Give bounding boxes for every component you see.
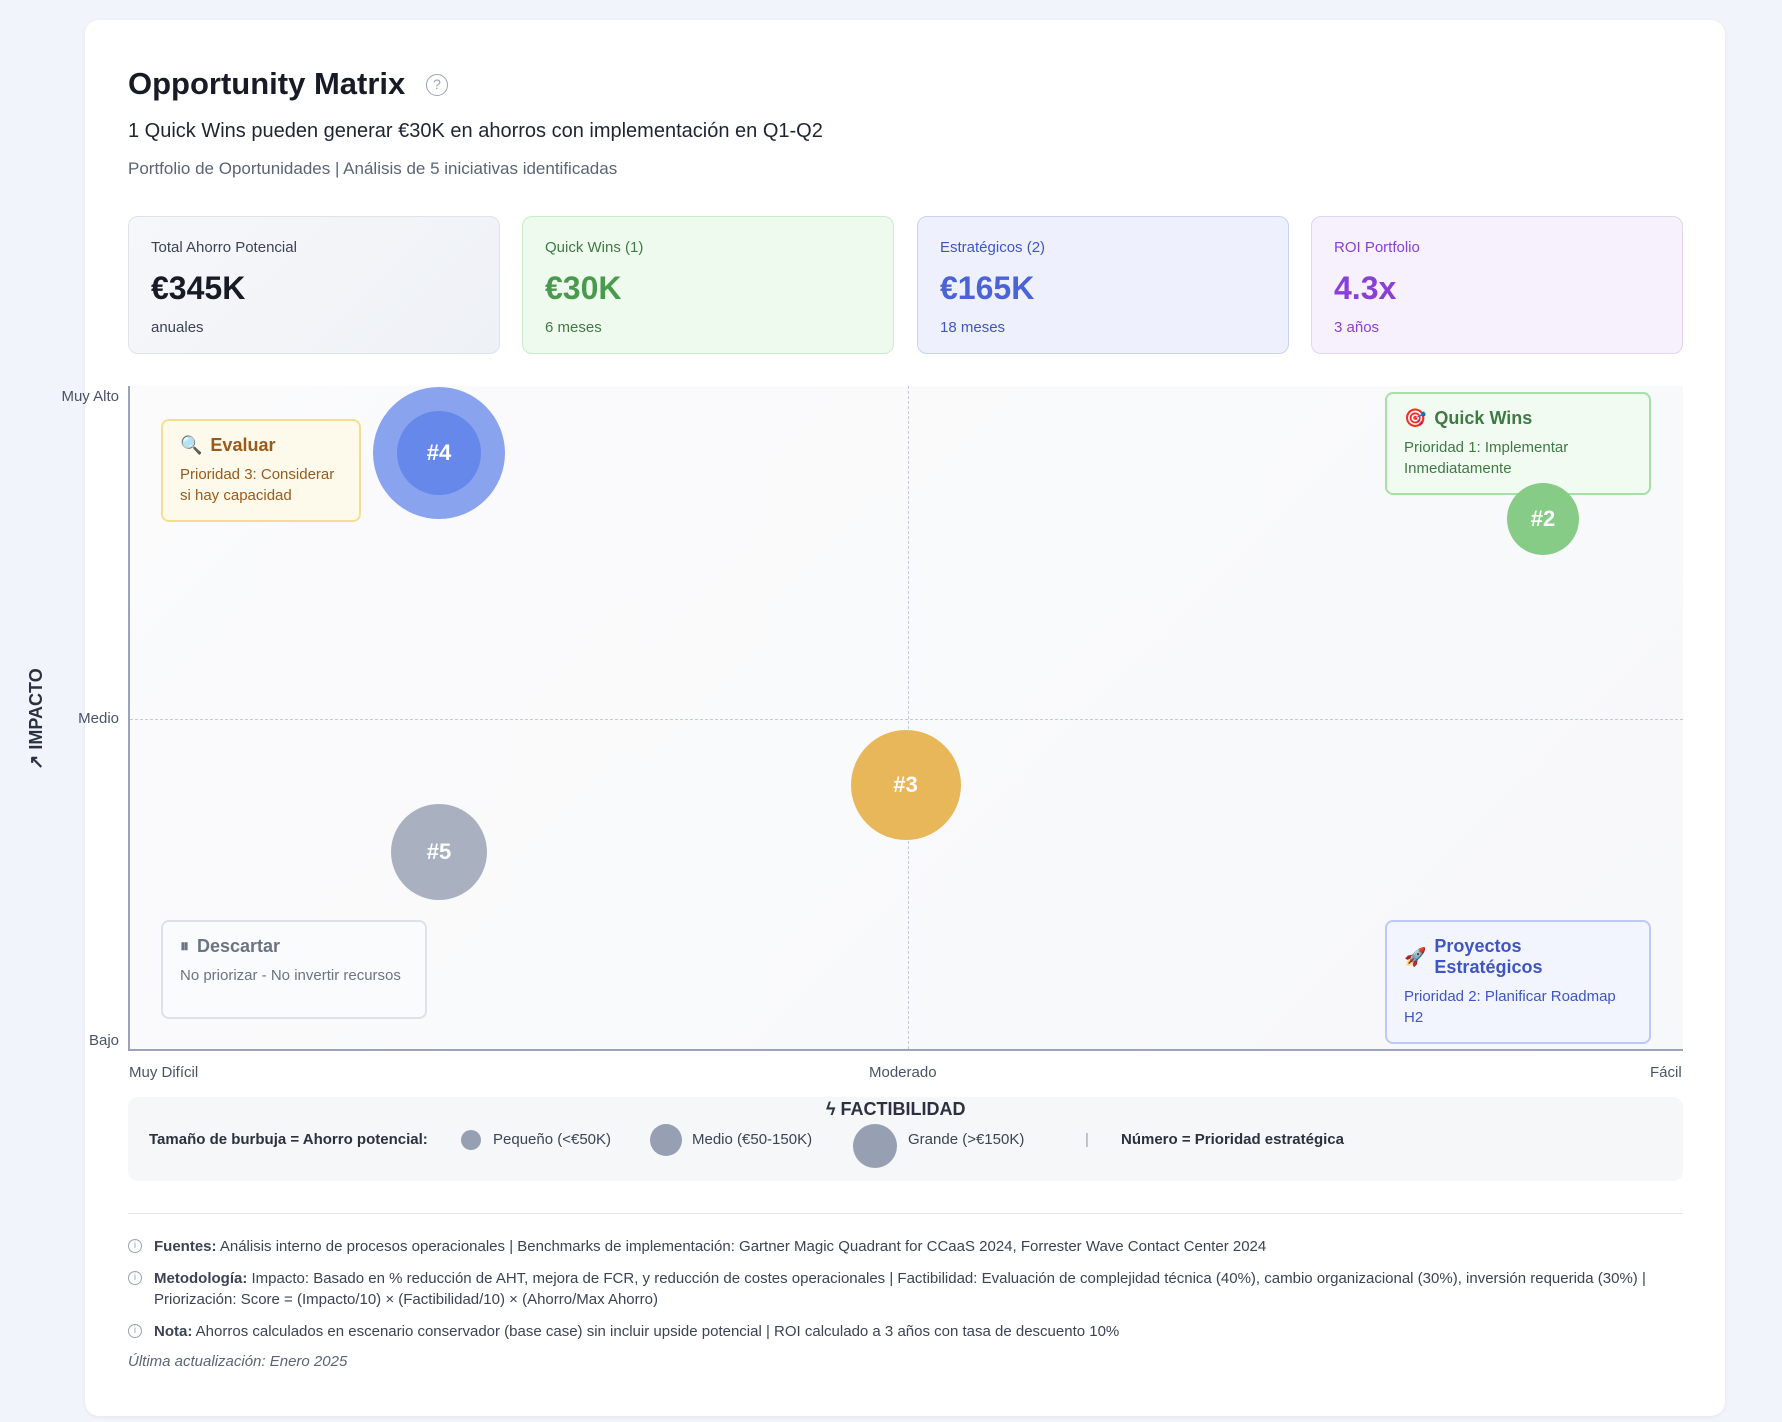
y-axis-title: ↗ IMPACTO [26,634,48,804]
vertical-divider [908,386,909,1049]
kpi-roi: ROI Portfolio 4.3x 3 años [1311,216,1683,354]
legend-title: Tamaño de burbuja = Ahorro potencial: [149,1131,428,1148]
kpi-label: Quick Wins (1) [545,239,644,256]
y-axis-label: IMPACTO [26,668,46,750]
kpi-label: Estratégicos (2) [940,239,1046,256]
y-tick: Medio [78,710,119,727]
x-axis-title: ϟ FACTIBILIDAD [826,1099,966,1120]
quadrant-desc: Prioridad 1: Implementar Inmediatamente [1404,439,1569,477]
kpi-sub: anuales [151,319,204,336]
x-tick: Muy Difícil [129,1064,199,1081]
pause-icon: ⏸ [180,936,189,956]
kpi-estrategicos: Estratégicos (2) €165K 18 meses [917,216,1289,354]
bubble-3[interactable]: #3 [850,730,961,840]
bubble-5[interactable]: #5 [391,803,487,900]
info-icon: i [128,1271,142,1285]
footnote-sources: i Fuentes: Análisis interno de procesos o… [128,1236,1678,1257]
quadrant-quick-wins: 🎯 Quick Wins Prioridad 1: Implementar Inm… [1385,392,1651,495]
legend-medium: Medio (€50-150K) [692,1131,813,1148]
bubble-label: #2 [1530,506,1556,531]
legend-small: Pequeño (<€50K) [493,1131,612,1148]
bubble-4[interactable]: #4 [373,386,505,519]
quadrant-title: Descartar [197,936,281,956]
trending-up-icon: ↗ [26,749,46,770]
kpi-sub: 6 meses [545,319,602,336]
info-icon: i [128,1324,142,1338]
bubble-inner [397,410,481,495]
kpi-sub: 3 años [1334,319,1380,336]
divider [128,1213,1683,1214]
kpi-total: Total Ahorro Potencial €345K anuales [128,216,500,354]
kpi-value: €345K [151,270,246,306]
legend-dot-large [853,1124,897,1168]
quadrant-descartar: ⏸ Descartar No priorizar - No invertir re… [161,920,427,1019]
description: Portfolio de Oportunidades | Análisis de… [128,159,618,178]
legend [128,1097,1683,1181]
quadrant-desc: No priorizar - No invertir recursos [180,967,401,984]
bubble-2[interactable]: #2 [1507,483,1580,555]
x-tick: Fácil [1650,1064,1682,1081]
legend-dot-medium [650,1124,682,1156]
last-updated: Última actualización: Enero 2025 [128,1353,348,1370]
bubble-label: #3 [893,772,918,797]
footnote-label: Nota: [154,1323,193,1340]
kpi-label: Total Ahorro Potencial [151,239,297,256]
kpi-quick-wins: Quick Wins (1) €30K 6 meses [522,216,894,354]
x-tick: Moderado [869,1064,937,1081]
kpi-value: 4.3x [1334,270,1397,306]
kpi-sub: 18 meses [940,319,1006,336]
bubble-label: #4 [426,439,452,465]
footnote-label: Metodología: [154,1270,248,1287]
bubble-label: #5 [426,838,452,864]
footnote-text: Análisis interno de procesos operacional… [219,1238,1267,1255]
footnote-text: Ahorros calculados en escenario conserva… [195,1323,1120,1340]
x-axis-label: FACTIBILIDAD [840,1099,966,1119]
legend-large: Grande (>€150K) [908,1131,1025,1148]
y-tick: Muy Alto [61,388,119,405]
quadrant-desc: Prioridad 2: Planificar Roadmap H2 [1404,988,1616,1026]
lightning-icon: ϟ [826,1099,841,1119]
magnifier-icon: 🔍 [180,435,203,455]
quadrant-title: Quick Wins [1434,408,1533,428]
headline: 1 Quick Wins pueden generar €30K en ahor… [128,120,823,142]
quadrant-estrategicos: 🚀 Proyectos Estratégicos Prioridad 2: Pla… [1385,920,1651,1044]
kpi-value: €30K [545,270,622,306]
legend-separator: | [1085,1131,1089,1148]
kpi-value: €165K [940,270,1035,306]
footnote-text: Impacto: Basado en % reducción de AHT, m… [154,1270,1646,1308]
quadrant-desc: Prioridad 3: Considerar si hay capacidad [180,466,335,504]
rocket-icon: 🚀 [1404,946,1427,967]
y-tick: Bajo [88,1032,119,1049]
target-icon: 🎯 [1404,408,1427,428]
kpi-label: ROI Portfolio [1334,239,1420,256]
quadrant-title: Proyectos Estratégicos [1434,936,1543,977]
legend-number-note: Número = Prioridad estratégica [1121,1131,1344,1148]
page-title: Opportunity Matrix [128,66,406,101]
horizontal-divider [130,719,1683,720]
quadrant-evaluar: 🔍 Evaluar Prioridad 3: Considerar si hay … [161,419,361,522]
footnote-methodology: i Metodología: Impacto: Basado en % reduc… [128,1268,1678,1310]
info-icon: i [128,1239,142,1253]
question-circle-icon[interactable]: ? [426,74,448,96]
legend-dot-small [461,1130,481,1150]
footnote-note: i Nota: Ahorros calculados en escenario c… [128,1321,1678,1342]
footnote-label: Fuentes: [154,1238,217,1255]
quadrant-title: Evaluar [210,435,276,455]
